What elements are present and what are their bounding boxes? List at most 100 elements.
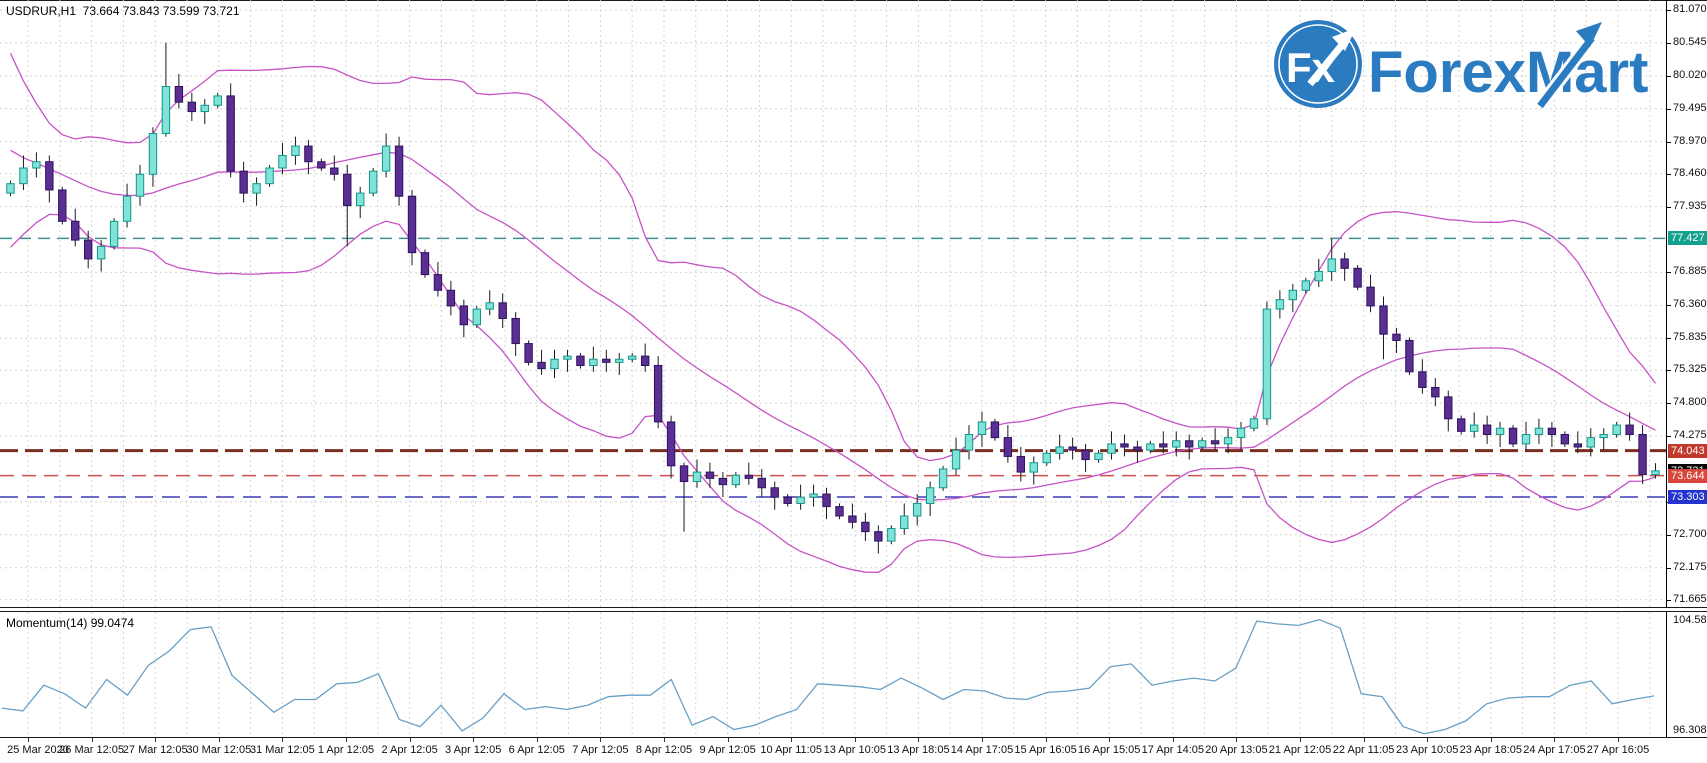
price-axis-tick [1667, 370, 1671, 372]
time-axis-label: 14 Apr 17:05 [950, 744, 1014, 756]
time-axis-label: 21 Apr 12:05 [1268, 744, 1332, 756]
price-axis-tick [1667, 141, 1671, 143]
price-axis-label: 81.070 [1673, 3, 1707, 15]
price-chart-canvas[interactable] [0, 0, 1666, 608]
time-axis-tick [1045, 738, 1047, 742]
price-axis-tick [1667, 173, 1671, 175]
time-axis-tick [536, 738, 538, 742]
momentum-grid [27, 612, 1651, 737]
time-axis-label: 22 Apr 11:05 [1332, 744, 1395, 756]
price-axis-label: 77.935 [1673, 199, 1707, 212]
time-axis-tick [854, 738, 856, 742]
price-axis-label: 80.545 [1673, 35, 1707, 48]
bollinger-bands [9, 53, 1657, 573]
time-axis-tick [982, 738, 983, 742]
time-axis-tick [409, 738, 411, 742]
time-axis-label: 27 Mar 12:05 [122, 744, 188, 756]
price-axis[interactable]: 81.070 80.545 80.020 79.495 78.970 78.460 77.9… [1666, 0, 1707, 608]
price-axis-tick [1667, 599, 1671, 601]
time-axis[interactable]: 25 Mar 2020 26 Mar 12:05 27 Mar 12:05 30 Ma… [0, 738, 1707, 763]
forexmart-wordmark: ForexMart [1368, 40, 1648, 105]
logo-arrow-up-icon [1332, 28, 1356, 51]
price-axis-label: 75.325 [1673, 363, 1707, 376]
level-label-teal: 77.427 [1668, 231, 1707, 246]
price-axis-label: 80.020 [1673, 68, 1707, 81]
time-axis-tick [1618, 738, 1619, 742]
time-axis-tick [1427, 738, 1429, 742]
time-axis-tick [1172, 738, 1174, 742]
time-axis-label: 30 Mar 12:05 [186, 744, 252, 756]
price-axis-label: 78.970 [1673, 134, 1707, 147]
time-axis-tick [1109, 738, 1111, 742]
bollinger-middle-line [10, 149, 1656, 501]
price-panel-bottom-line [0, 607, 1707, 608]
price-axis-label: 74.275 [1673, 429, 1707, 442]
time-axis-tick [664, 738, 665, 742]
time-axis-label: 26 Mar 12:05 [59, 744, 125, 756]
price-axis-tick [1667, 403, 1671, 405]
price-axis-tick [1667, 108, 1671, 110]
price-axis-tick [1667, 75, 1671, 77]
time-axis-label: 13 Apr 18:05 [887, 744, 950, 756]
momentum-axis-max: 104.5861 [1673, 614, 1707, 626]
time-axis-label: 13 Apr 10:05 [823, 744, 886, 756]
level-lines [0, 237, 1666, 498]
support-level-label: 73.303 [1668, 489, 1707, 504]
price-axis-tick [1667, 10, 1671, 11]
time-axis-label: 24 Apr 17:05 [1523, 744, 1586, 756]
time-axis-tick [918, 738, 920, 742]
time-axis-label: 6 Apr 12:05 [508, 744, 565, 756]
momentum-axis-min: 96.3088 [1673, 724, 1707, 736]
time-axis-label: 15 Apr 16:05 [1014, 744, 1077, 756]
price-axis-tick [1667, 534, 1671, 536]
price-axis-label: 78.460 [1673, 166, 1707, 179]
time-axis-label: 1 Apr 12:05 [317, 744, 375, 756]
candles [6, 42, 1660, 554]
time-axis-label: 16 Apr 15:05 [1077, 744, 1141, 756]
time-axis-label: 31 Mar 12:05 [249, 744, 315, 756]
time-axis-label: 8 Apr 12:05 [635, 744, 693, 756]
price-axis-label: 79.495 [1673, 101, 1707, 114]
time-axis-label: 9 Apr 12:05 [699, 744, 756, 756]
price-axis-tick [1667, 305, 1671, 307]
price-axis-tick [1667, 272, 1671, 274]
time-axis-tick [791, 738, 793, 742]
momentum-line [1, 619, 1655, 735]
price-axis-tick [1667, 436, 1671, 438]
price-axis-tick [1667, 567, 1671, 569]
time-axis-tick [155, 738, 157, 742]
time-axis-tick [1490, 738, 1492, 742]
time-axis-tick [91, 738, 93, 742]
time-axis-label: 17 Apr 14:05 [1141, 744, 1204, 756]
price-axis-label: 74.800 [1673, 396, 1707, 409]
time-axis-tick [600, 738, 602, 742]
forexmart-circle-fx-icon: Fx [1274, 20, 1362, 108]
momentum-chart-canvas[interactable] [0, 612, 1666, 737]
wordmark-arrow-icon [1534, 22, 1602, 110]
momentum-svg [1, 612, 1655, 737]
time-axis-label: 20 Apr 13:05 [1205, 744, 1268, 756]
price-axis-tick [1667, 206, 1671, 208]
time-axis-tick [346, 738, 347, 742]
time-axis-tick [1300, 738, 1301, 742]
time-axis-label: 23 Apr 10:05 [1395, 744, 1459, 756]
time-axis-label: 7 Apr 12:05 [572, 744, 629, 756]
time-axis-tick [1554, 738, 1556, 742]
frame-top-line [0, 0, 1707, 1]
chart-title: USDRUR,H1 73.664 73.843 73.599 73.721 [6, 4, 240, 18]
bid-price-label: 73.644 [1668, 468, 1707, 483]
price-axis-label: 76.360 [1673, 298, 1707, 311]
price-axis-label: 75.835 [1673, 331, 1707, 344]
price-axis-label: 72.700 [1673, 527, 1707, 540]
momentum-indicator-label: Momentum(14) 99.0474 [6, 616, 135, 630]
time-axis-tick [473, 738, 475, 742]
price-axis-tick [1667, 338, 1671, 340]
time-axis-tick [1236, 738, 1238, 742]
bollinger-lower-line [10, 213, 1656, 573]
time-axis-label: 27 Apr 16:05 [1586, 744, 1650, 756]
price-axis-tick [1667, 42, 1671, 44]
momentum-panel-bottom-line [0, 737, 1707, 738]
momentum-axis[interactable]: 104.5861 96.3088 [1666, 612, 1707, 737]
momentum-panel-top-line [0, 611, 1707, 612]
